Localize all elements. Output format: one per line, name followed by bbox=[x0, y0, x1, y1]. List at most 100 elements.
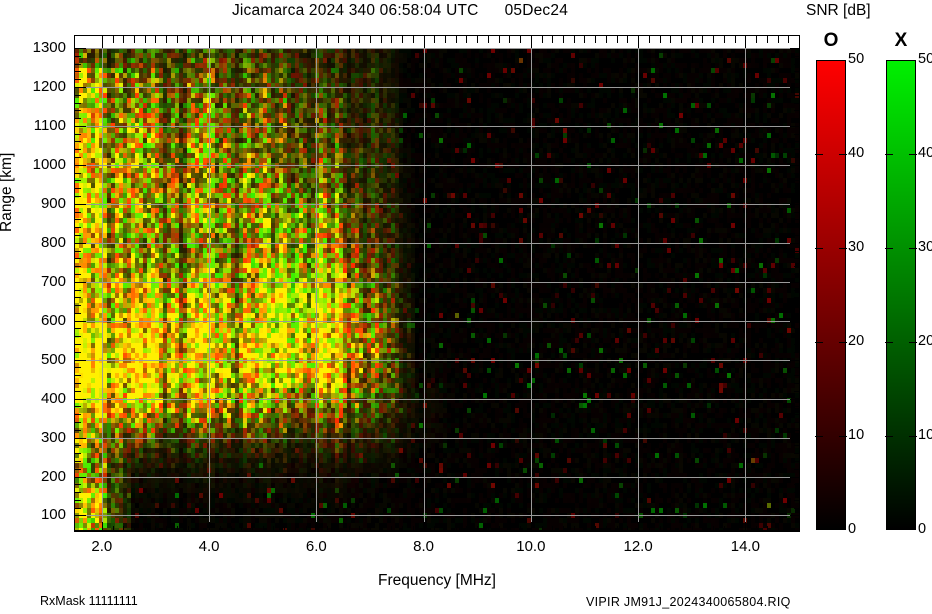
axis-tick-minor bbox=[794, 235, 799, 236]
axis-tick-minor bbox=[445, 526, 446, 531]
axis-tick-minor bbox=[794, 492, 799, 493]
axis-tick-minor bbox=[434, 36, 435, 43]
axis-tick-minor bbox=[75, 79, 81, 80]
gridline-horizontal bbox=[75, 48, 799, 49]
axis-tick-minor bbox=[145, 526, 146, 531]
axis-tick-minor bbox=[231, 526, 232, 531]
x-tick-label: 12.0 bbox=[623, 538, 653, 555]
colorbar-tick bbox=[839, 154, 847, 155]
colorbar-title: SNR [dB] bbox=[806, 2, 871, 19]
gridline-horizontal bbox=[75, 282, 799, 283]
axis-tick-minor bbox=[456, 36, 457, 43]
axis-tick-minor bbox=[574, 526, 575, 531]
ionogram-plot-area[interactable] bbox=[74, 35, 800, 532]
axis-tick-minor bbox=[756, 36, 757, 43]
axis-tick-minor bbox=[794, 297, 799, 298]
axis-tick-minor bbox=[75, 149, 81, 150]
colorbar-tick-label: 40 bbox=[848, 145, 865, 161]
axis-tick-minor bbox=[794, 64, 799, 65]
axis-tick-minor bbox=[794, 251, 799, 252]
axis-tick-minor bbox=[794, 212, 799, 213]
colorbar-tick-label: 20 bbox=[848, 333, 865, 349]
colorbar-x-tick-labels: 50 40 30 20 10 0 bbox=[918, 51, 932, 537]
axis-tick-minor bbox=[75, 196, 81, 197]
axis-tick-minor bbox=[713, 36, 714, 43]
colorbar-x-mode[interactable] bbox=[885, 60, 917, 530]
colorbar-o-letter: O bbox=[823, 30, 839, 51]
axis-tick-minor bbox=[402, 36, 403, 43]
colorbar-o-tick-labels: 50 40 30 20 10 0 bbox=[848, 51, 878, 537]
axis-tick-minor bbox=[477, 526, 478, 531]
axis-tick-minor bbox=[794, 266, 799, 267]
axis-tick-minor bbox=[166, 526, 167, 531]
colorbar-tick bbox=[839, 436, 847, 437]
axis-tick-minor bbox=[391, 36, 392, 43]
y-tick-label: 1300 bbox=[32, 39, 66, 56]
axis-tick-major bbox=[209, 36, 210, 48]
colorbar-tick bbox=[815, 248, 823, 249]
axis-tick-minor bbox=[75, 56, 81, 57]
axis-tick-minor bbox=[520, 36, 521, 43]
axis-tick-minor bbox=[75, 290, 81, 291]
axis-tick-major bbox=[424, 522, 425, 531]
axis-tick-minor bbox=[284, 36, 285, 43]
axis-tick-minor bbox=[456, 526, 457, 531]
axis-tick-major bbox=[745, 522, 746, 531]
axis-tick-minor bbox=[794, 149, 799, 150]
axis-tick-major bbox=[424, 36, 425, 48]
axis-tick-minor bbox=[327, 36, 328, 43]
axis-tick-minor bbox=[794, 79, 799, 80]
axis-tick-minor bbox=[349, 526, 350, 531]
axis-tick-minor bbox=[134, 526, 135, 531]
ionogram-heatmap bbox=[75, 48, 799, 531]
colorbar-tick-label: 40 bbox=[918, 145, 932, 161]
axis-tick-minor bbox=[794, 430, 799, 431]
axis-tick-major bbox=[790, 438, 799, 439]
axis-tick-minor bbox=[563, 526, 564, 531]
colorbar-tick bbox=[815, 436, 823, 437]
axis-tick-minor bbox=[563, 36, 564, 43]
axis-tick-minor bbox=[794, 188, 799, 189]
axis-tick-minor bbox=[263, 526, 264, 531]
axis-tick-minor bbox=[349, 36, 350, 43]
colorbar-o-mode[interactable] bbox=[815, 60, 847, 530]
axis-tick-minor bbox=[794, 196, 799, 197]
colorbar-tick-label: 20 bbox=[918, 333, 932, 349]
axis-tick-minor bbox=[381, 36, 382, 43]
axis-tick-minor bbox=[724, 36, 725, 43]
axis-tick-minor bbox=[692, 36, 693, 43]
axis-tick-minor bbox=[75, 406, 81, 407]
axis-tick-minor bbox=[756, 526, 757, 531]
axis-tick-minor bbox=[75, 492, 81, 493]
axis-tick-minor bbox=[75, 367, 81, 368]
axis-tick-minor bbox=[794, 219, 799, 220]
gridline-vertical bbox=[424, 48, 425, 531]
axis-tick-major bbox=[790, 321, 799, 322]
axis-tick-minor bbox=[155, 526, 156, 531]
axis-tick-minor bbox=[252, 36, 253, 43]
axis-tick-minor bbox=[75, 212, 81, 213]
axis-tick-minor bbox=[434, 526, 435, 531]
axis-tick-minor bbox=[794, 508, 799, 509]
axis-tick-minor bbox=[794, 469, 799, 470]
axis-tick-minor bbox=[584, 36, 585, 43]
axis-tick-minor bbox=[75, 64, 81, 65]
axis-tick-minor bbox=[273, 36, 274, 43]
colorbar-tick bbox=[815, 342, 823, 343]
axis-tick-minor bbox=[627, 526, 628, 531]
gridline-horizontal bbox=[75, 87, 799, 88]
plot-title: Jicamarca 2024 340 06:58:04 UTC 05Dec24 bbox=[0, 2, 800, 20]
axis-tick-minor bbox=[574, 36, 575, 43]
axis-tick-minor bbox=[123, 36, 124, 43]
axis-tick-minor bbox=[413, 36, 414, 43]
axis-tick-minor bbox=[75, 500, 81, 501]
axis-tick-minor bbox=[660, 36, 661, 43]
axis-tick-minor bbox=[273, 526, 274, 531]
axis-tick-minor bbox=[584, 526, 585, 531]
axis-tick-minor bbox=[702, 526, 703, 531]
axis-tick-major bbox=[209, 522, 210, 531]
axis-tick-minor bbox=[75, 383, 81, 384]
y-tick-label: 900 bbox=[40, 194, 66, 212]
axis-tick-minor bbox=[252, 526, 253, 531]
axis-tick-minor bbox=[488, 36, 489, 43]
